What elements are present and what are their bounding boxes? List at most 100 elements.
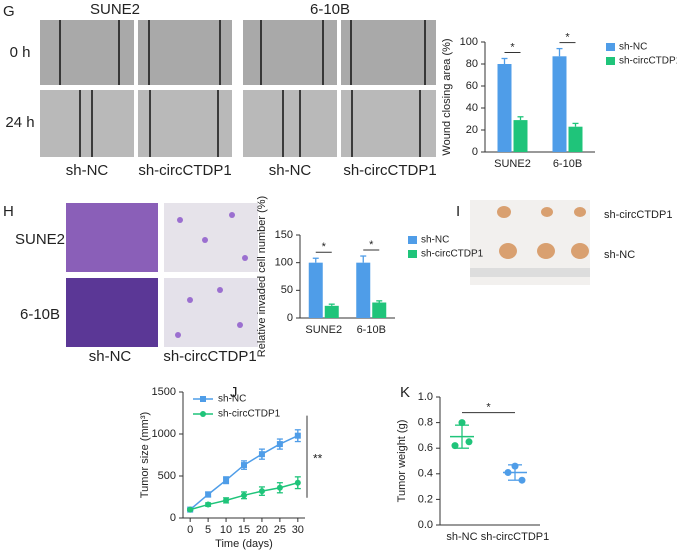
group-label: sh-circCTDP1 [163,348,256,365]
y-tick-label: 80 [466,58,478,70]
significance: * [369,239,374,251]
bar [513,120,528,152]
x-tick-label: 25 [274,524,286,536]
y-axis-label: Wound closing area (%) [441,38,453,155]
panel-letter: K [400,384,410,401]
point [518,476,526,484]
y-tick-label: 60 [466,80,478,92]
x-axis-label: Time (days) [215,538,273,550]
legend-swatch [408,250,417,258]
column-label: 6-10B [310,1,350,18]
y-tick-label: 0.8 [418,417,433,429]
x-tick-label: 20 [256,524,268,536]
x-tick-label: 15 [238,524,250,536]
legend-label: sh-NC [218,394,246,405]
row-label: SUNE2 [15,231,65,248]
y-tick-label: 100 [275,257,293,269]
group-label: sh-circCTDP1 [138,162,231,179]
legend-label: sh-circCTDP1 [619,56,677,67]
y-tick-label: 100 [460,36,478,48]
marker [258,451,265,458]
legend-marker [200,411,206,417]
y-tick-label: 1000 [152,428,176,440]
marker [241,462,247,469]
x-tick-label: 10 [220,524,232,536]
marker [294,432,301,439]
legend-swatch [408,236,417,244]
significance: * [565,32,570,44]
bar [568,126,583,152]
row-label: sh-NC [604,249,635,261]
marker [205,491,212,498]
x-tick-label: 6-10B [357,324,386,336]
legend-swatch [606,57,615,65]
group-label: sh-NC [89,348,132,365]
point [451,442,459,450]
point [504,469,512,477]
y-tick-label: 20 [466,124,478,136]
x-tick-label: SUNE2 [305,324,342,336]
point [511,462,519,470]
significance: ** [313,451,323,465]
wound-images [40,20,436,157]
marker [258,488,265,495]
marker [187,506,194,513]
y-tick-label: 0 [472,146,478,158]
bar [372,302,387,318]
legend-swatch [606,43,615,51]
point [458,419,466,427]
column-label: SUNE2 [90,1,140,18]
bar [497,64,512,152]
panel-letter: G [3,3,15,20]
significance: * [322,241,327,253]
y-tick-label: 40 [466,102,478,114]
marker [205,501,212,508]
y-tick-label: 1500 [152,386,176,398]
legend-marker [200,396,206,402]
significance: * [486,402,491,414]
group-label: sh-NC [269,162,312,179]
marker [223,477,230,484]
legend-label: sh-NC [619,42,647,53]
y-tick-label: 150 [275,229,293,241]
bar [308,262,323,318]
y-tick-label: 0 [170,512,176,524]
y-tick-label: 500 [158,470,176,482]
row-label: 6-10B [20,306,60,323]
x-tick-label: 0 [187,524,193,536]
bar [324,305,339,318]
row-label: 24 h [5,114,34,131]
significance: * [510,41,515,53]
row-label: 0 h [10,44,31,61]
panel-letter: J [230,384,238,401]
x-tick-label: 30 [292,524,304,536]
y-axis-label: Relative invaded cell number (%) [256,196,268,357]
tumor-photo [470,200,590,285]
x-tick-label: sh-NC [446,531,477,543]
row-label: sh-circCTDP1 [604,209,672,221]
marker [223,497,230,504]
group-label: sh-NC [66,162,109,179]
bar [552,56,567,152]
x-tick-label: sh-circCTDP1 [481,531,549,543]
point [465,438,473,446]
y-axis-label: Tumor weight (g) [396,420,408,503]
marker [276,484,283,491]
y-tick-label: 1.0 [418,391,433,403]
y-tick-label: 50 [281,284,293,296]
legend-label: sh-circCTDP1 [421,249,484,260]
group-label: sh-circCTDP1 [343,162,436,179]
marker [294,479,301,486]
marker [276,441,283,448]
y-tick-label: 0.0 [418,519,433,531]
y-tick-label: 0 [287,312,293,324]
marker [241,492,247,499]
invasion-images [66,203,258,347]
legend-label: sh-NC [421,235,449,246]
y-tick-label: 0.4 [418,468,433,480]
x-tick-label: SUNE2 [494,158,531,170]
y-tick-label: 0.2 [418,493,433,505]
y-axis-label: Tumor size (mm³) [139,412,151,498]
panel-letter: H [3,203,14,220]
